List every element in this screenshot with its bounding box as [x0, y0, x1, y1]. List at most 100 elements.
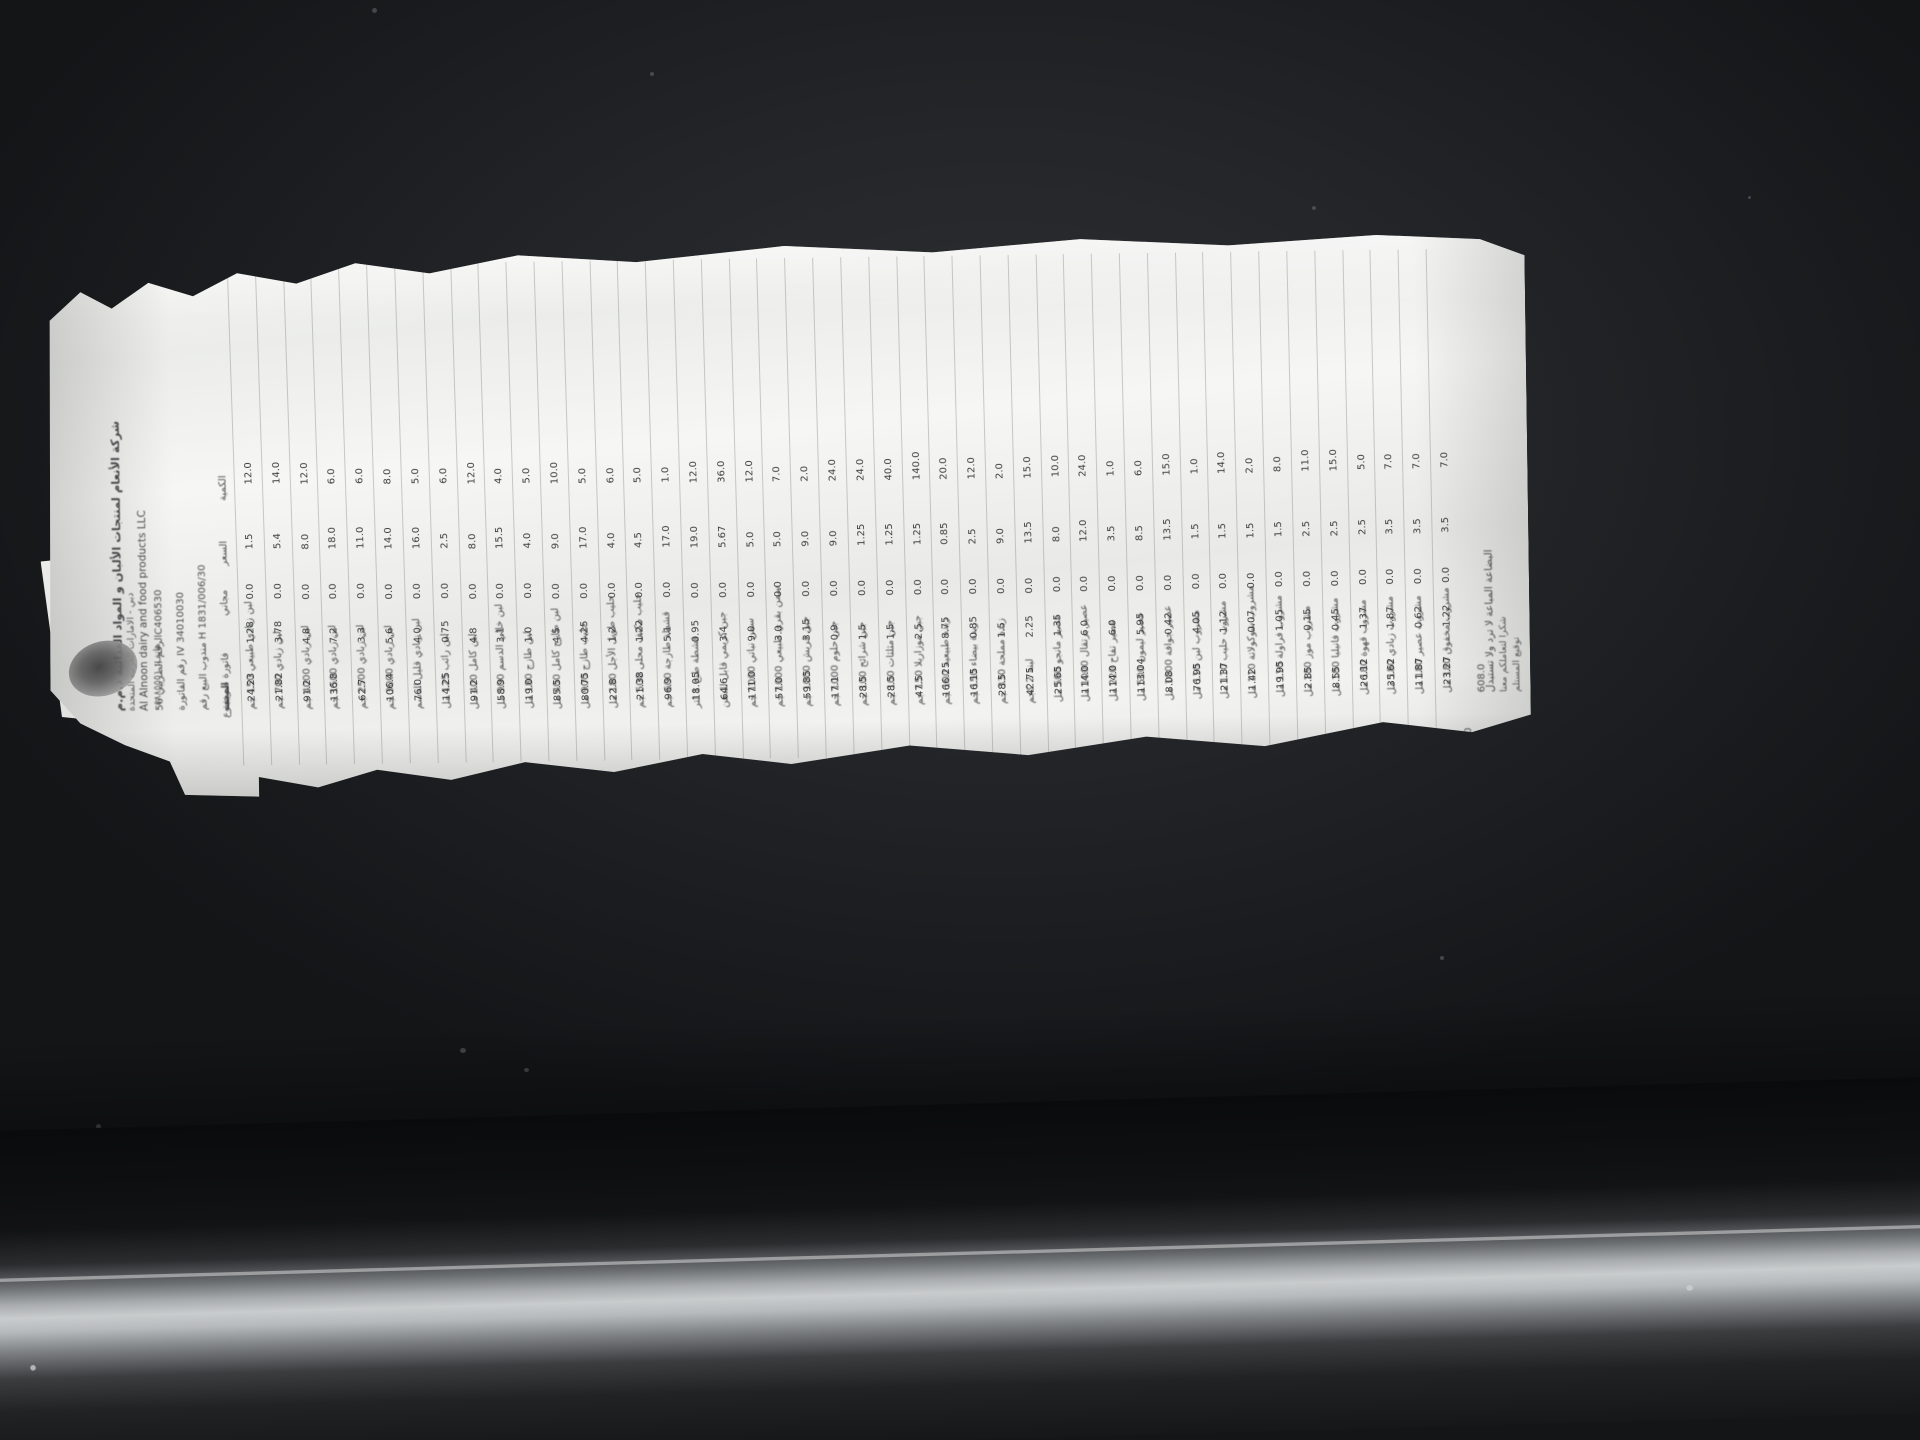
row-amount: 0.85	[968, 615, 980, 639]
column-rule	[645, 260, 660, 760]
row-free: 0.0	[1301, 570, 1314, 587]
row-free: 0.0	[828, 580, 841, 597]
row-total: 8.55	[1330, 665, 1343, 689]
row-qty: 2.0	[1244, 457, 1256, 474]
row-price: 17.0	[577, 526, 590, 549]
qty-total-line: 2408.0	[1463, 727, 1474, 762]
row-qty: 7.0	[1383, 453, 1395, 470]
column-rule	[756, 258, 771, 758]
date-value: 2026-01-13	[118, 823, 131, 882]
row-price: 2.5	[438, 533, 451, 550]
row-total: 22.8	[607, 677, 620, 701]
row-total: 106.4	[384, 672, 397, 702]
column-rule	[1342, 250, 1354, 750]
row-qty: 5.0	[1355, 454, 1368, 471]
dust-speck	[460, 1048, 466, 1053]
row-total: 76.0	[412, 678, 425, 702]
column-rule	[533, 262, 549, 762]
row-amount: 4.8	[467, 626, 480, 644]
discount-line: 109.27 الخصم (-)	[1477, 842, 1489, 923]
row-qty: 11.0	[1299, 449, 1312, 472]
row-qty: 12.0	[966, 456, 978, 480]
row-qty: 20.0	[938, 457, 950, 480]
row-price: 14.0	[382, 526, 395, 550]
row-price: 8.5	[1134, 524, 1146, 541]
row-amount: 1.12	[1218, 610, 1231, 633]
row-qty: 24.0	[1077, 454, 1089, 478]
dust-speck	[1440, 956, 1444, 960]
row-qty: 14.0	[270, 461, 283, 485]
row-price: 11.0	[355, 526, 367, 550]
row-total: 14.25	[440, 672, 453, 702]
row-amount: 1.37	[1357, 606, 1370, 630]
row-free: 0.0	[550, 582, 563, 599]
subtotal-label: الإجمالي	[1462, 843, 1475, 879]
invoice-no-line: رقم الفاتورة IV 34010030	[175, 592, 188, 711]
row-free: 0.0	[1051, 576, 1063, 593]
column-rule	[1063, 254, 1076, 754]
row-total: 28.5	[997, 673, 1009, 696]
row-total: 28.5	[885, 675, 898, 698]
row-amount: 2.5	[912, 623, 925, 640]
row-total: 96.9	[663, 677, 675, 701]
row-total: 113.04	[1135, 657, 1148, 693]
row-total: 24.23	[245, 672, 258, 702]
qty-total-value: 2408.0	[1463, 727, 1475, 763]
row-total: 28.5	[857, 675, 870, 699]
column-rule	[979, 255, 993, 755]
row-price: 12.0	[1078, 519, 1090, 543]
row-amount: 2.25	[1024, 614, 1036, 638]
row-total: 1.42	[1247, 667, 1259, 691]
row-free: 0.0	[272, 583, 284, 600]
row-total: 64.6	[718, 677, 731, 700]
row-total: 21.82	[273, 672, 286, 702]
row-total: 16.15	[969, 667, 981, 697]
column-header-qty: الكمية	[217, 475, 229, 501]
row-total: 35.62	[1386, 657, 1398, 687]
row-price: 5.4	[271, 533, 284, 550]
row-price: 2.5	[1300, 520, 1313, 537]
row-free: 0.0	[856, 579, 869, 597]
row-amount: 0.75	[439, 620, 452, 644]
row-free: 0.0	[884, 579, 896, 596]
row-price: 2.5	[967, 528, 979, 545]
customer-label: العميل	[151, 903, 163, 931]
row-qty: 4.0	[493, 467, 505, 485]
row-total: 25.65	[1052, 665, 1065, 695]
row-qty: 15.0	[1160, 452, 1173, 476]
row-price: 1.25	[883, 523, 896, 546]
row-free: 0.0	[745, 581, 757, 598]
row-qty: 24.0	[854, 458, 867, 482]
rail-speck	[1686, 1285, 1694, 1291]
column-rule	[924, 256, 938, 756]
column-rule	[1035, 255, 1049, 755]
route-line: مندوب البيع رقم H 1831/006/30	[197, 565, 210, 711]
free-total-line: 608.0	[1476, 664, 1487, 693]
row-qty: 6.0	[326, 468, 339, 485]
row-amount: 5.1	[662, 625, 675, 643]
row-qty: 6.0	[437, 468, 450, 485]
row-price: 13.5	[1022, 520, 1035, 544]
column-rule	[1398, 249, 1410, 749]
net-label: صافي المبلغ المستحق	[1503, 784, 1517, 878]
row-free: 0.0	[912, 579, 924, 596]
row-qty: 7.0	[1411, 452, 1423, 469]
row-free: 0.0	[995, 577, 1008, 594]
row-amount: 1.22	[634, 619, 647, 643]
row-qty: 6.0	[354, 468, 366, 485]
row-total: 91.2	[468, 678, 481, 702]
column-rule	[589, 261, 605, 761]
route-note: مندوب البيع رقم	[197, 642, 210, 711]
row-price: 3.5	[1412, 517, 1424, 534]
row-amount: 1.35	[1051, 614, 1064, 637]
row-free: 0.0	[634, 582, 646, 599]
row-total: 17.1	[830, 675, 842, 699]
row-price: 9.0	[995, 527, 1007, 544]
row-total: 26.12	[1358, 658, 1371, 688]
row-price: 1.5	[1273, 521, 1285, 538]
row-free: 0.0	[1134, 574, 1147, 591]
vat-line: 332.19 ضريبة القيمة المضافة (+)	[1490, 774, 1503, 922]
row-price: 5.67	[716, 525, 729, 548]
row-amount: 5.95	[1135, 612, 1147, 635]
